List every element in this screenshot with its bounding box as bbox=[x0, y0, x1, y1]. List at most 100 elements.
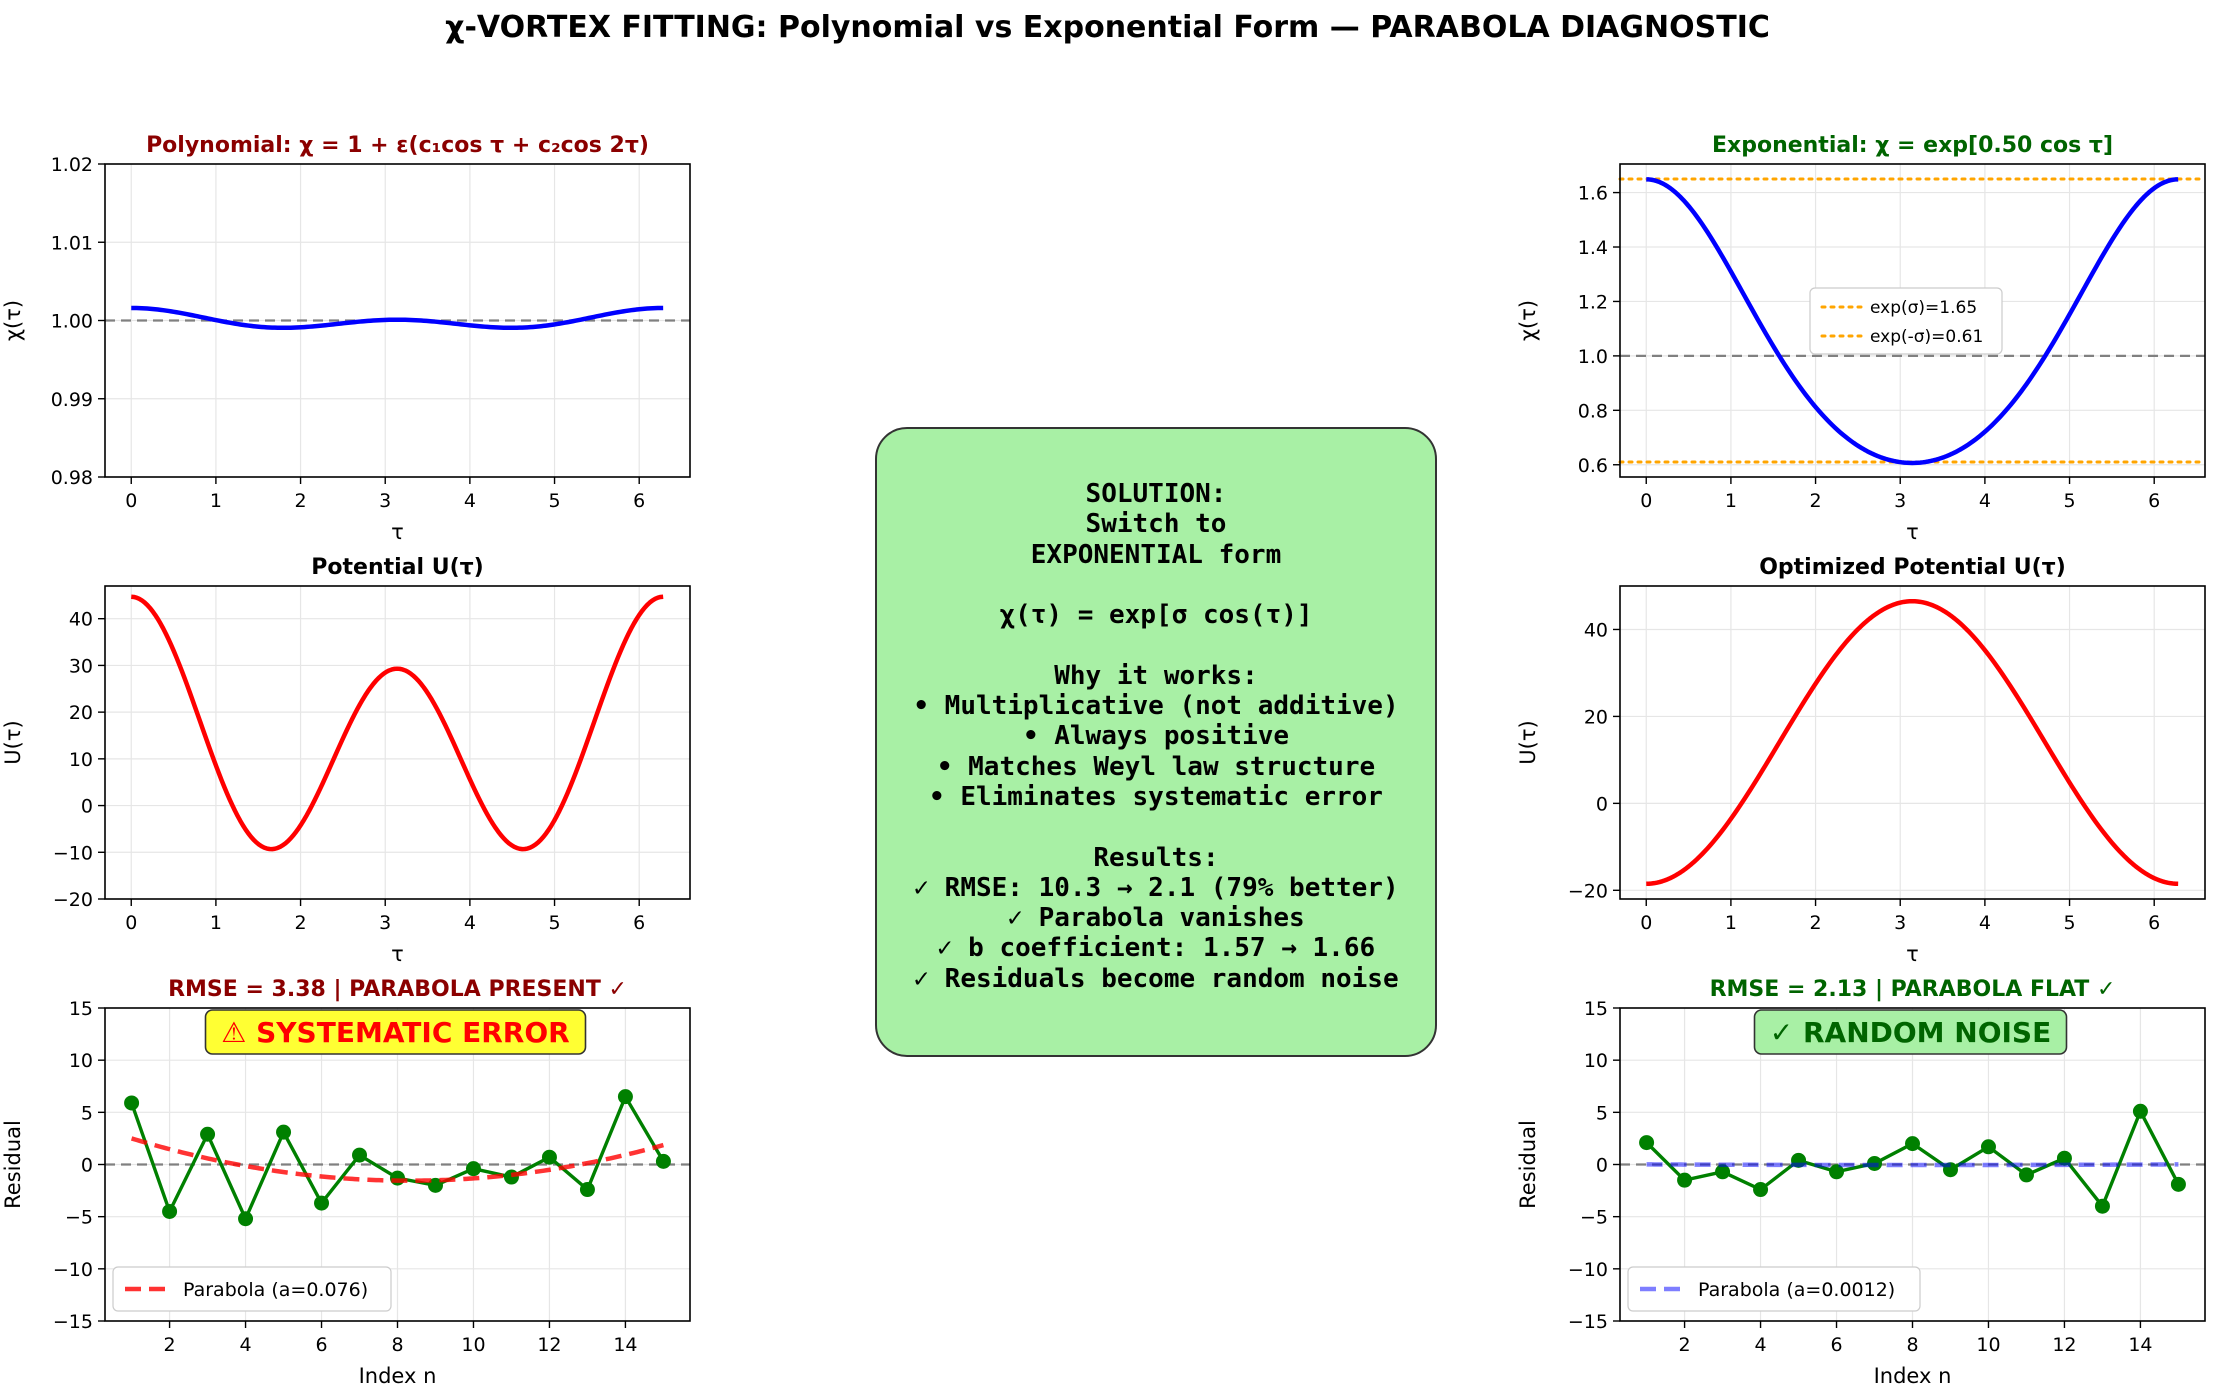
legend-label: Parabola (a=0.076) bbox=[183, 1279, 368, 1301]
badge-label: ⚠ SYSTEMATIC ERROR bbox=[221, 1016, 569, 1049]
axes-frame bbox=[104, 585, 691, 900]
x-tick-label: 0 bbox=[125, 490, 137, 512]
solution-line: • Always positive bbox=[1022, 721, 1290, 752]
chart-poly_U: 0 1 2 3 4 5 6 −20 −10 0 10 20 30 40 τ U(τ) Potential U(τ… bbox=[1, 555, 691, 966]
solution-line bbox=[877, 570, 1435, 600]
solution-line bbox=[877, 630, 1435, 660]
solution-line: Why it works: bbox=[1054, 660, 1258, 691]
y-tick-label: 1.02 bbox=[51, 154, 93, 176]
solution-line: • Eliminates systematic error bbox=[929, 781, 1383, 812]
y-tick-label: 30 bbox=[69, 655, 93, 677]
legend-label: exp(-σ)=0.61 bbox=[1870, 327, 1983, 347]
y-tick-label: 0.99 bbox=[51, 389, 93, 411]
x-tick-label: 2 bbox=[1679, 1334, 1691, 1356]
x-tick-label: 2 bbox=[1810, 912, 1822, 934]
y-tick-label: 5 bbox=[81, 1102, 93, 1124]
x-axis-label: τ bbox=[391, 520, 404, 544]
residual-point bbox=[617, 1089, 633, 1105]
residual-point bbox=[162, 1203, 178, 1219]
parabola-fit-line bbox=[130, 1136, 665, 1183]
parabola-fit-line bbox=[1646, 1162, 2179, 1168]
y-tick-label: 1.00 bbox=[51, 311, 93, 333]
residual-point bbox=[1980, 1139, 1996, 1155]
chart-poly_resid: 2 4 6 8 10 12 14 −15 −10 −5 0 5 10 15 Index n Residual R… bbox=[1, 977, 691, 1388]
residual-point bbox=[541, 1149, 557, 1165]
legend-box bbox=[1627, 1266, 1921, 1312]
y-tick-label: 20 bbox=[69, 702, 93, 724]
solution-line: Results: bbox=[1093, 842, 1219, 873]
solution-text: SOLUTION: Switch to EXPONENTIAL form χ(τ) … bbox=[877, 479, 1435, 994]
y-tick-label: 0.98 bbox=[51, 467, 93, 489]
y-tick-label: 40 bbox=[1584, 619, 1608, 641]
y-tick-label: 20 bbox=[1584, 706, 1608, 728]
solution-line: • Matches Weyl law structure bbox=[936, 751, 1376, 782]
x-tick-label: 12 bbox=[537, 1334, 561, 1356]
x-tick-label: 2 bbox=[1810, 490, 1822, 512]
residual-point bbox=[579, 1182, 595, 1198]
x-axis-label: τ bbox=[391, 942, 404, 966]
residual-point bbox=[427, 1177, 443, 1193]
y-tick-label: 5 bbox=[1596, 1102, 1608, 1124]
badge-label: ✓ RANDOM NOISE bbox=[1770, 1016, 2051, 1049]
x-tick-label: 0 bbox=[1640, 490, 1652, 512]
y-tick-label: 1.6 bbox=[1578, 183, 1608, 205]
series-line bbox=[1646, 177, 2179, 466]
x-tick-label: 2 bbox=[164, 1334, 176, 1356]
residual-point bbox=[1639, 1135, 1655, 1151]
y-tick-label: −20 bbox=[53, 889, 93, 911]
y-tick-label: −10 bbox=[1568, 1259, 1608, 1281]
solution-line: • Multiplicative (not additive) bbox=[913, 691, 1399, 722]
x-tick-label: 6 bbox=[315, 1334, 327, 1356]
solution-line: Switch to bbox=[1085, 509, 1227, 540]
series-line bbox=[131, 594, 664, 852]
badge-box bbox=[1753, 1009, 2068, 1055]
y-tick-label: 0.6 bbox=[1578, 455, 1608, 477]
chart-title: Optimized Potential U(τ) bbox=[1759, 555, 2066, 580]
chart-title: RMSE = 2.13 | PARABOLA FLAT ✓ bbox=[1710, 977, 2116, 1002]
series-line bbox=[131, 305, 664, 331]
x-tick-label: 14 bbox=[2128, 1334, 2152, 1356]
residual-point bbox=[2132, 1103, 2148, 1119]
residual-point bbox=[2056, 1150, 2072, 1166]
solution-line: ✓ Residuals become random noise bbox=[913, 963, 1399, 994]
residual-point bbox=[200, 1126, 216, 1142]
y-axis-label: χ(τ) bbox=[1, 300, 25, 341]
x-tick-label: 4 bbox=[1755, 1334, 1767, 1356]
x-tick-label: 3 bbox=[379, 912, 391, 934]
x-tick-label: 1 bbox=[210, 912, 222, 934]
y-axis-label: Residual bbox=[1, 1120, 25, 1209]
x-tick-label: 3 bbox=[379, 490, 391, 512]
y-tick-label: −10 bbox=[53, 842, 93, 864]
y-tick-label: 0 bbox=[81, 796, 93, 818]
y-tick-label: −15 bbox=[53, 1311, 93, 1333]
x-tick-label: 5 bbox=[548, 490, 560, 512]
legend-label: exp(σ)=1.65 bbox=[1870, 298, 1977, 318]
y-tick-label: 0.8 bbox=[1578, 400, 1608, 422]
residual-point bbox=[2018, 1167, 2034, 1183]
solution-line: SOLUTION: bbox=[1085, 479, 1227, 509]
x-tick-label: 4 bbox=[240, 1334, 252, 1356]
solution-line: EXPONENTIAL form bbox=[1030, 539, 1282, 570]
y-axis-label: U(τ) bbox=[1516, 720, 1540, 764]
y-tick-label: 10 bbox=[69, 1050, 93, 1072]
x-tick-label: 3 bbox=[1894, 912, 1906, 934]
x-tick-label: 10 bbox=[461, 1334, 485, 1356]
chart-exp_U: 0 1 2 3 4 5 6 −20 0 20 40 τ U(τ) Optimized Potential … bbox=[1516, 555, 2206, 966]
residual-point bbox=[238, 1211, 254, 1227]
y-tick-label: 15 bbox=[1584, 998, 1608, 1020]
y-tick-label: −5 bbox=[1580, 1207, 1608, 1229]
x-tick-label: 4 bbox=[464, 490, 476, 512]
y-axis-label: Residual bbox=[1516, 1120, 1540, 1209]
badge-box bbox=[204, 1009, 587, 1055]
y-tick-label: 1.2 bbox=[1578, 291, 1608, 313]
residual-point bbox=[465, 1161, 481, 1177]
residual-point bbox=[1753, 1182, 1769, 1198]
y-tick-label: −10 bbox=[53, 1259, 93, 1281]
chart-exp_resid: 2 4 6 8 10 12 14 −15 −10 −5 0 5 10 15 Index n Residual R… bbox=[1516, 977, 2206, 1388]
axes-frame bbox=[1619, 163, 2206, 478]
x-tick-label: 4 bbox=[464, 912, 476, 934]
residual-point bbox=[1829, 1164, 1845, 1180]
residual-point bbox=[314, 1195, 330, 1211]
x-tick-label: 1 bbox=[1725, 912, 1737, 934]
